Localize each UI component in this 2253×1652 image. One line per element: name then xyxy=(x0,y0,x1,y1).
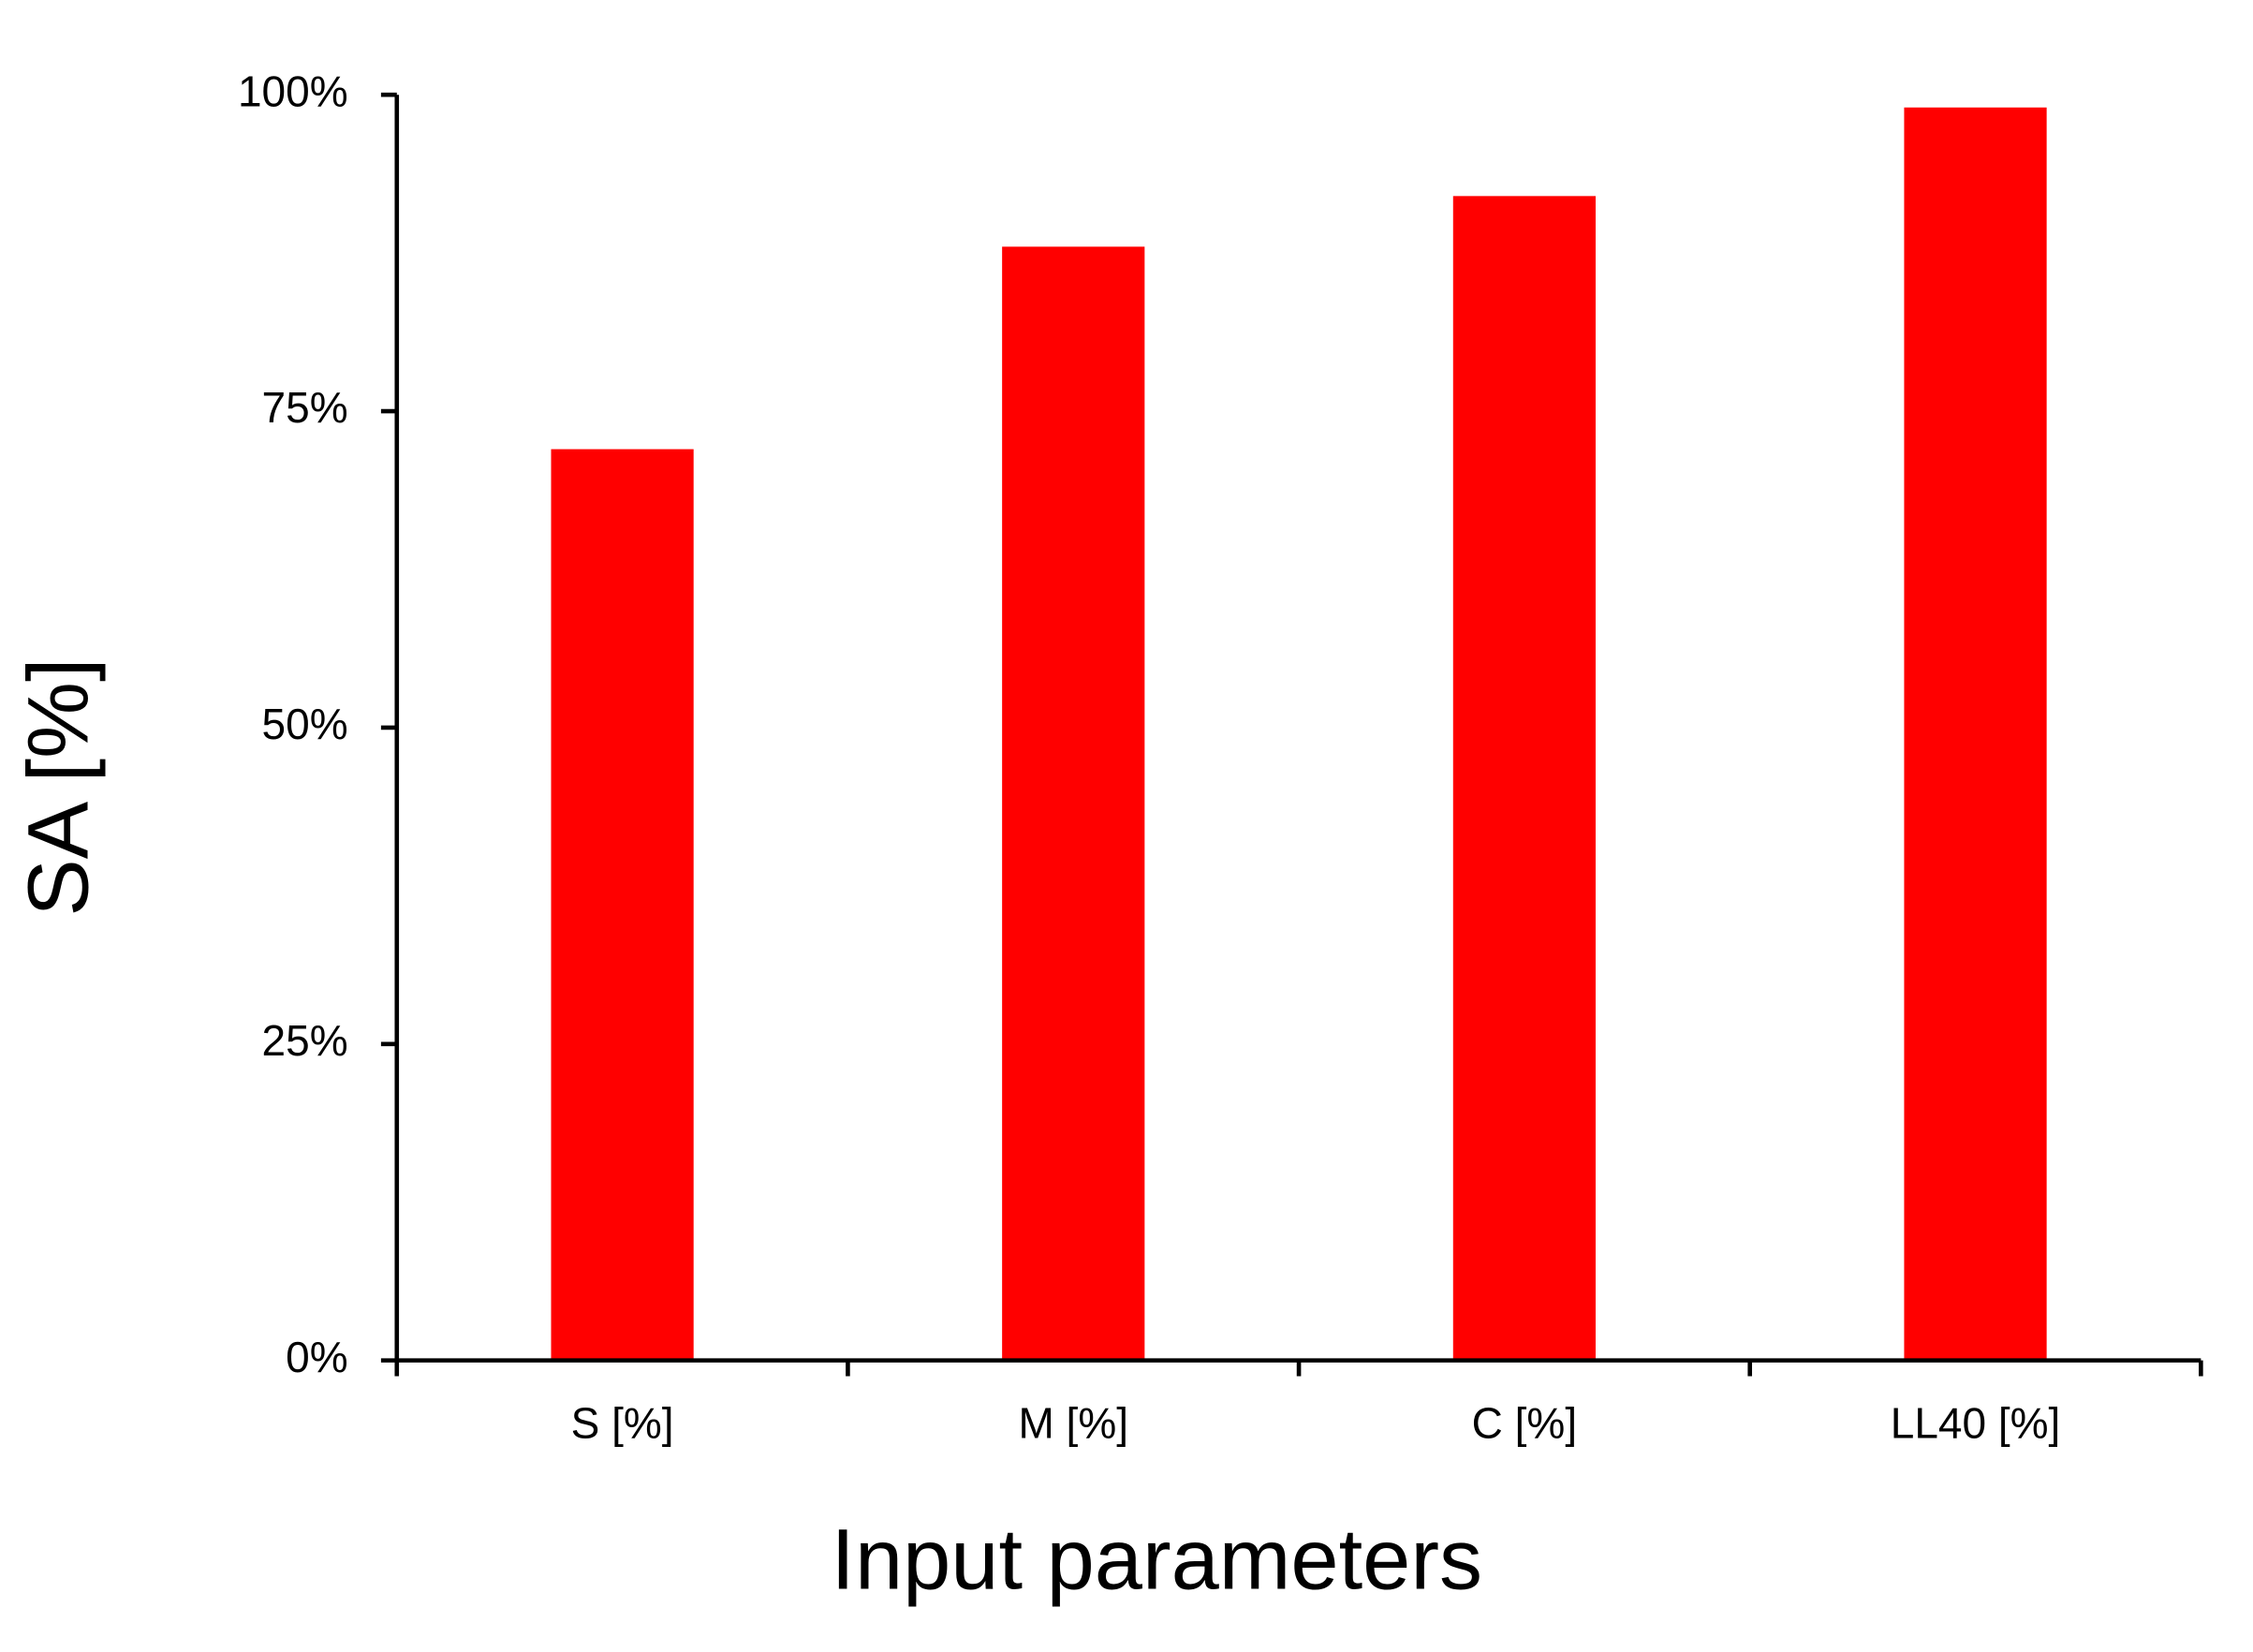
bar xyxy=(1452,196,1596,1361)
y-tick-label: 0% xyxy=(286,1333,347,1381)
y-axis-title: SA [%] xyxy=(10,657,107,916)
bar xyxy=(1904,107,2047,1361)
bar xyxy=(551,449,694,1361)
y-tick-label: 75% xyxy=(262,383,348,432)
x-tick-label: C [%] xyxy=(1472,1398,1577,1447)
x-tick-label: LL40 [%] xyxy=(1891,1398,2061,1447)
x-tick-label: S [%] xyxy=(571,1398,674,1447)
x-tick-label: M [%] xyxy=(1018,1398,1128,1447)
y-tick-label: 50% xyxy=(262,700,348,748)
x-axis-title: Input parameters xyxy=(831,1511,1482,1607)
y-tick-label: 100% xyxy=(238,66,348,115)
y-tick-label: 25% xyxy=(262,1016,348,1065)
bar xyxy=(1002,246,1145,1361)
